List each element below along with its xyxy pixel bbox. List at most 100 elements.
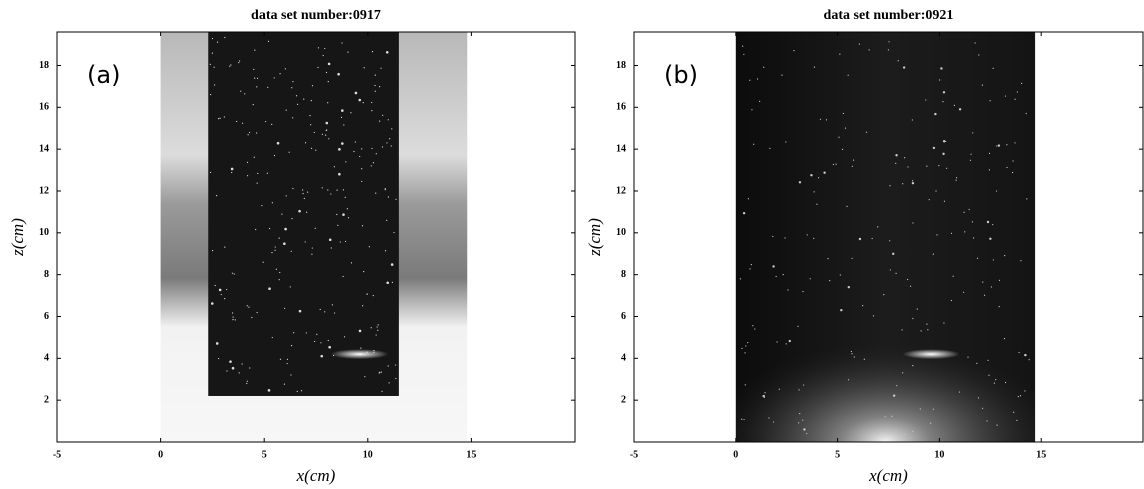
particle	[769, 147, 771, 149]
particle	[336, 189, 338, 191]
particle	[362, 102, 364, 104]
particle	[298, 309, 302, 313]
x-tick-label: 10	[363, 449, 373, 460]
particle	[389, 138, 391, 140]
particle	[988, 374, 990, 376]
x-tick-label: 15	[466, 449, 476, 460]
particle	[289, 286, 291, 288]
particle	[851, 257, 853, 259]
particle	[230, 64, 232, 66]
particle	[328, 345, 331, 349]
particle	[953, 104, 955, 106]
particle	[288, 151, 290, 153]
particle	[910, 285, 912, 287]
particle	[896, 385, 898, 387]
particle	[350, 262, 353, 264]
particle	[1006, 144, 1008, 146]
particle	[338, 148, 341, 151]
particle	[912, 430, 914, 432]
particle	[395, 364, 397, 366]
particle	[268, 287, 271, 290]
particle	[802, 419, 804, 421]
particle	[309, 115, 311, 117]
particle	[238, 372, 240, 374]
particle	[327, 339, 329, 342]
particle	[290, 374, 292, 376]
particle	[1026, 198, 1028, 200]
particle	[347, 51, 349, 53]
particle	[386, 219, 388, 221]
particle	[839, 274, 841, 276]
particle	[274, 246, 276, 248]
annotation: (b)	[664, 61, 698, 89]
particle	[292, 187, 294, 190]
particle	[895, 154, 898, 157]
particle	[907, 166, 909, 168]
particle	[375, 192, 377, 194]
particle	[1017, 396, 1019, 398]
particle	[983, 294, 986, 296]
particle	[863, 358, 865, 360]
particle	[246, 175, 249, 177]
particle	[359, 155, 361, 158]
particle	[747, 198, 750, 200]
particle	[768, 417, 770, 419]
particle	[364, 376, 366, 378]
particle	[278, 279, 280, 281]
particle	[743, 418, 745, 421]
particle	[271, 202, 273, 204]
particle	[741, 418, 743, 420]
particle	[379, 120, 381, 122]
particle	[313, 131, 315, 134]
particle	[892, 252, 895, 256]
particle	[320, 342, 322, 344]
particle	[358, 329, 362, 333]
particle	[244, 93, 246, 95]
particle	[995, 190, 998, 192]
particle	[271, 336, 273, 339]
particle	[342, 213, 345, 216]
chart-title: data set number:0917	[251, 8, 381, 23]
particle	[992, 224, 994, 226]
particle	[292, 81, 294, 83]
particle	[978, 54, 980, 56]
particle	[744, 384, 746, 386]
particle	[325, 134, 327, 136]
particle	[256, 132, 258, 134]
particle	[763, 66, 765, 68]
particle	[981, 84, 984, 86]
y-tick-label: 2	[44, 394, 49, 405]
particle	[982, 281, 984, 283]
particle	[819, 118, 822, 120]
particle	[248, 306, 250, 308]
x-tick-label: -5	[630, 449, 638, 460]
particle	[219, 117, 221, 119]
particle	[284, 227, 287, 231]
particle	[987, 359, 989, 361]
y-tick-label: 4	[621, 353, 626, 364]
particle	[341, 109, 344, 112]
particle	[256, 77, 259, 79]
particle	[993, 382, 996, 384]
particle	[858, 43, 860, 45]
particle	[742, 45, 744, 47]
particle	[842, 112, 844, 115]
particle	[932, 408, 934, 410]
particle	[813, 191, 815, 193]
particle	[284, 307, 286, 309]
particle	[223, 116, 225, 118]
particle	[253, 68, 255, 71]
particle	[230, 167, 234, 171]
particle	[337, 72, 340, 76]
particle	[286, 358, 289, 360]
particle	[911, 119, 913, 121]
particle	[788, 339, 792, 343]
particle	[997, 144, 1001, 147]
particle	[211, 37, 214, 40]
particle	[381, 146, 384, 148]
particle	[926, 165, 928, 167]
particle	[326, 129, 328, 131]
particle	[747, 342, 749, 344]
particle	[942, 140, 946, 143]
particle	[998, 305, 1000, 308]
